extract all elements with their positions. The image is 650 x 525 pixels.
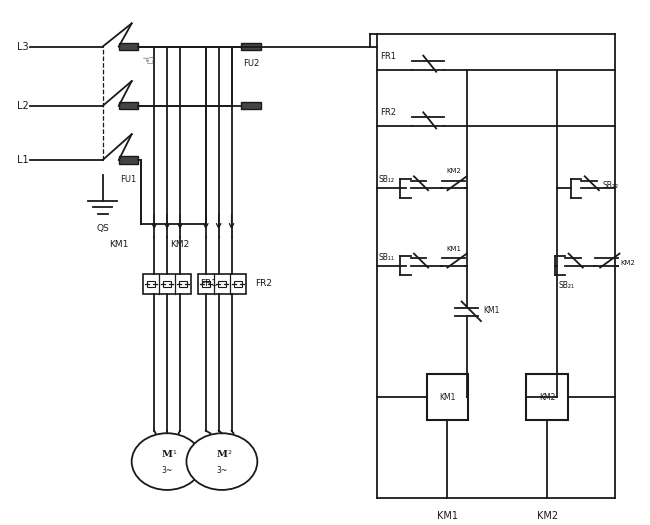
Text: FU1: FU1 [120, 175, 136, 184]
Bar [119, 43, 138, 50]
Text: KM1: KM1 [437, 510, 458, 521]
Text: KM1: KM1 [447, 246, 461, 252]
Bar [526, 374, 568, 421]
Text: FR2: FR2 [255, 279, 272, 288]
Text: M: M [216, 450, 228, 459]
Bar [179, 281, 187, 287]
Bar [143, 274, 191, 293]
Text: 2: 2 [227, 450, 231, 455]
Text: QS: QS [96, 225, 109, 234]
Text: FR1: FR1 [201, 279, 218, 288]
Text: ☜: ☜ [142, 54, 154, 68]
Bar [202, 281, 210, 287]
Bar [119, 156, 138, 164]
Text: KM2: KM2 [537, 510, 558, 521]
Text: M: M [162, 450, 172, 459]
Text: SB₁₁: SB₁₁ [378, 253, 394, 261]
Bar [218, 281, 226, 287]
Text: KM2: KM2 [447, 169, 461, 174]
Text: SB₁₂: SB₁₂ [378, 175, 394, 184]
Bar [241, 43, 261, 50]
Bar [426, 374, 469, 421]
Text: FR2: FR2 [380, 108, 396, 117]
Text: 3~: 3~ [161, 466, 173, 475]
Bar [147, 281, 155, 287]
Text: KM2: KM2 [170, 240, 190, 249]
Circle shape [187, 433, 257, 490]
Text: L2: L2 [17, 101, 29, 111]
Bar [198, 274, 246, 293]
Text: FR1: FR1 [380, 51, 396, 60]
Text: KM2: KM2 [621, 260, 636, 266]
Bar [234, 281, 242, 287]
Text: KM1: KM1 [483, 306, 499, 316]
Text: KM1: KM1 [439, 393, 456, 402]
Text: L3: L3 [17, 41, 29, 51]
Text: FU2: FU2 [242, 59, 259, 68]
Bar [119, 102, 138, 110]
Bar [163, 281, 171, 287]
Text: KM1: KM1 [109, 240, 129, 249]
Text: SB₂₁: SB₂₁ [558, 281, 575, 290]
Text: 1: 1 [172, 450, 176, 455]
Text: L1: L1 [17, 155, 29, 165]
Circle shape [132, 433, 203, 490]
Text: KM2: KM2 [539, 393, 556, 402]
Text: SB₂₂: SB₂₂ [602, 181, 618, 190]
Bar [241, 102, 261, 110]
Text: 3~: 3~ [216, 466, 228, 475]
